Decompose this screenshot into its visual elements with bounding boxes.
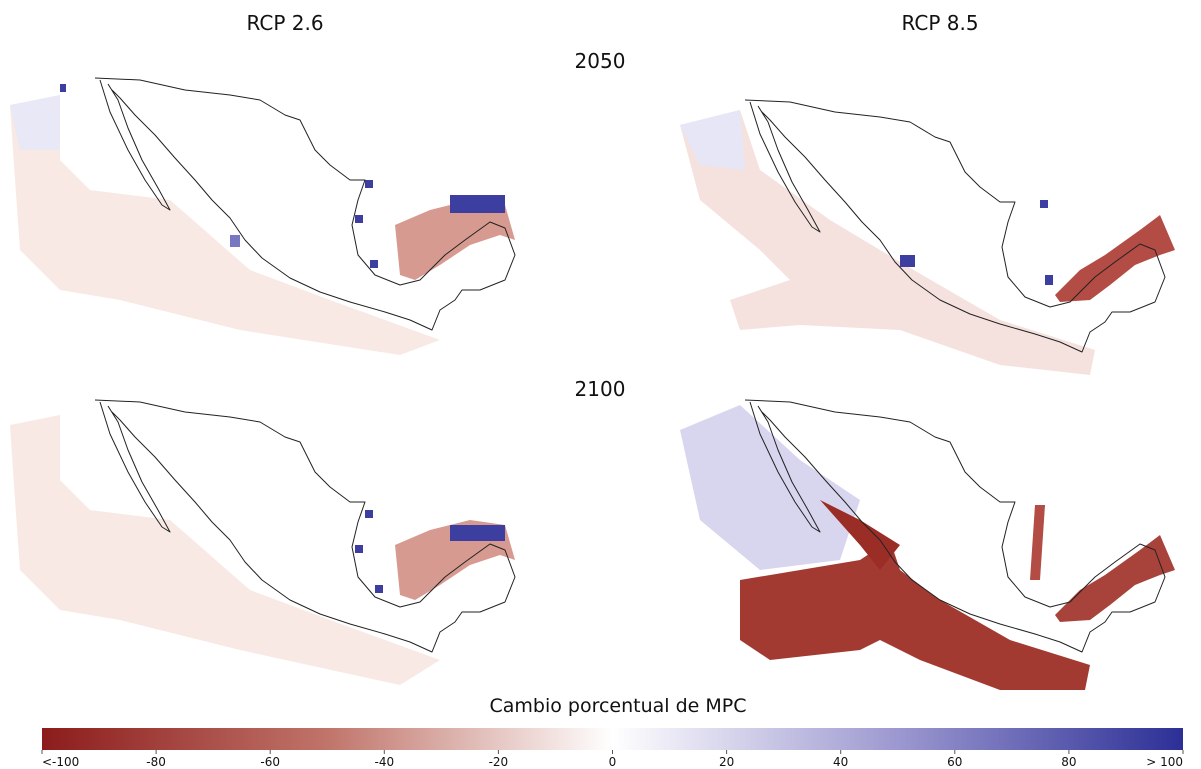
- tick-label: 20: [719, 755, 734, 769]
- map-panel: [10, 78, 515, 355]
- tick-label: -60: [260, 755, 280, 769]
- map-panel: [10, 400, 515, 685]
- tick-label: 40: [833, 755, 848, 769]
- tick-label: -20: [489, 755, 509, 769]
- figure: RCP 2.6 RCP 8.5 2050 2100 Cambio porcen: [0, 0, 1201, 769]
- column-title: RCP 2.6: [246, 11, 323, 35]
- tick-label: -80: [146, 755, 166, 769]
- tick-label: 0: [609, 755, 617, 769]
- tick-label: -40: [374, 755, 394, 769]
- map-panel: [680, 400, 1175, 690]
- colorbar-title: Cambio porcentual de MPC: [489, 695, 746, 717]
- row-title: 2100: [575, 377, 626, 401]
- colorbar: [42, 728, 1183, 750]
- tick-label: 60: [947, 755, 962, 769]
- colorbar-ticks: <-100 -80 -60 -40 -20 0 20 40 60 80 > 100: [42, 750, 1183, 769]
- tick-label: 80: [1061, 755, 1076, 769]
- row-title: 2050: [575, 49, 626, 73]
- map-panel: [680, 100, 1175, 375]
- column-title: RCP 8.5: [901, 11, 978, 35]
- tick-label: > 100: [1146, 755, 1183, 769]
- tick-label: <-100: [42, 755, 79, 769]
